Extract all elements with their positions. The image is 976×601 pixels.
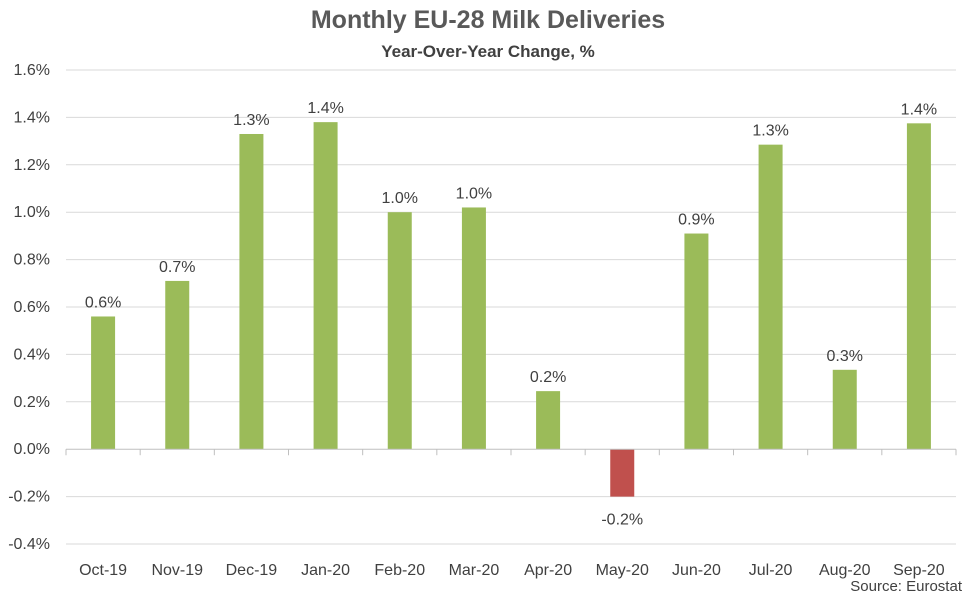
source-note: Source: Eurostat bbox=[850, 578, 962, 595]
bar-jan-20 bbox=[313, 122, 338, 450]
data-label: 1.4% bbox=[901, 101, 937, 118]
bar-mar-20 bbox=[461, 207, 486, 450]
x-tick-label: Apr-20 bbox=[524, 562, 572, 579]
y-tick-label: 1.2% bbox=[14, 157, 50, 174]
y-tick-label: -0.2% bbox=[8, 489, 50, 506]
bar-apr-20 bbox=[536, 391, 561, 450]
y-tick-label: 0.2% bbox=[14, 394, 50, 411]
x-tick-label: Oct-19 bbox=[79, 562, 127, 579]
bar-jul-20 bbox=[758, 144, 783, 450]
chart-title: Monthly EU-28 Milk Deliveries bbox=[310, 6, 666, 34]
data-labels: 0.6% 0.7% 1.3% 1.4% 1.0% 1.0% 0.2% -0.2% 0.9% 1.3… bbox=[85, 100, 937, 528]
x-tick-label: Dec-19 bbox=[226, 562, 278, 579]
bar-jun-20 bbox=[684, 233, 709, 450]
x-tick-label: Jan-20 bbox=[301, 562, 350, 579]
data-label: 1.3% bbox=[233, 112, 269, 129]
x-axis bbox=[65, 448, 957, 456]
chart-subtitle: Year-Over-Year Change, % bbox=[381, 42, 595, 61]
x-tick-label: Feb-20 bbox=[374, 562, 425, 579]
x-tick-label: Sep-20 bbox=[893, 562, 945, 579]
data-label: 0.6% bbox=[85, 294, 121, 311]
x-axis-ticks: Oct-19 Nov-19 Dec-19 Jan-20 Feb-20 Mar-20 Apr-… bbox=[79, 562, 945, 579]
bar-sep-20 bbox=[906, 123, 931, 450]
y-tick-label: 1.0% bbox=[14, 204, 50, 221]
y-tick-label: 1.4% bbox=[14, 109, 50, 126]
data-label: 0.7% bbox=[159, 259, 195, 276]
bar-may-20 bbox=[610, 449, 635, 497]
data-label: 1.0% bbox=[456, 185, 492, 202]
bar-dec-19 bbox=[239, 133, 264, 450]
bar-oct-19 bbox=[91, 316, 116, 450]
y-tick-label: 1.6% bbox=[14, 62, 50, 79]
x-tick-label: Mar-20 bbox=[449, 562, 500, 579]
data-label: 0.2% bbox=[530, 369, 566, 386]
y-tick-label: 0.0% bbox=[14, 441, 50, 458]
data-label: 0.3% bbox=[827, 348, 863, 365]
bar-aug-20 bbox=[832, 369, 857, 450]
y-tick-label: 0.6% bbox=[14, 299, 50, 316]
y-axis-ticks: 1.6% 1.4% 1.2% 1.0% 0.8% 0.6% 0.4% 0.2% 0.0% -0.2… bbox=[8, 62, 50, 553]
y-tick-label: 0.4% bbox=[14, 346, 50, 363]
gridlines bbox=[66, 69, 956, 545]
bar-feb-20 bbox=[387, 212, 412, 450]
data-label: 1.3% bbox=[752, 123, 788, 140]
data-label: 1.4% bbox=[307, 100, 343, 117]
x-tick-label: Jun-20 bbox=[672, 562, 721, 579]
x-tick-label: Jul-20 bbox=[749, 562, 793, 579]
bar-nov-19 bbox=[165, 280, 190, 450]
y-tick-label: 0.8% bbox=[14, 252, 50, 269]
x-tick-label: Aug-20 bbox=[819, 562, 871, 579]
data-label: -0.2% bbox=[601, 512, 643, 529]
bars bbox=[91, 122, 931, 497]
x-tick-label: Nov-19 bbox=[151, 562, 203, 579]
data-label: 1.0% bbox=[382, 190, 418, 207]
data-label: 0.9% bbox=[678, 212, 714, 229]
y-tick-label: -0.4% bbox=[8, 536, 50, 553]
x-tick-label: May-20 bbox=[596, 562, 649, 579]
